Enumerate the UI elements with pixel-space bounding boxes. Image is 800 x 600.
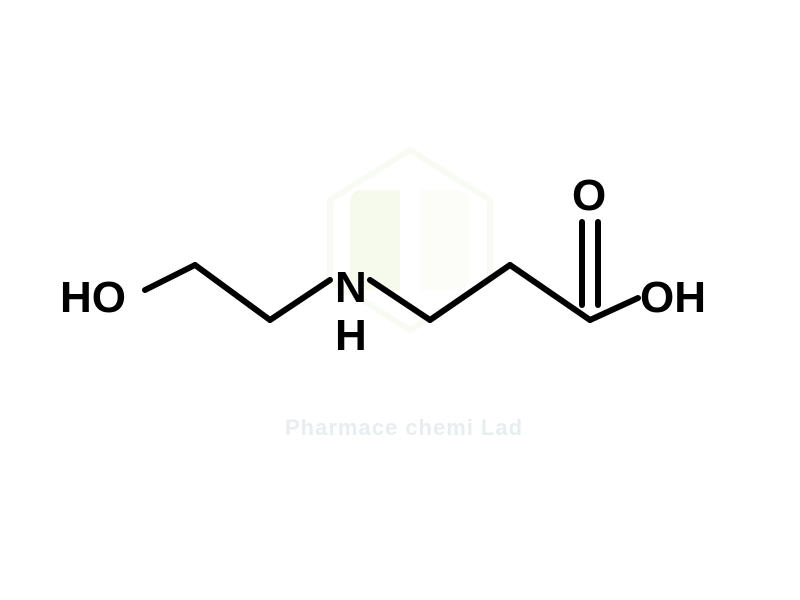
- bond-ho-c1: [145, 265, 195, 290]
- label-o-double: O: [572, 171, 606, 220]
- label-n: N: [335, 263, 367, 312]
- bond-c2-n: [270, 280, 330, 320]
- chemical-structure: HO N H O OH: [0, 0, 800, 600]
- atom-labels: HO N H O OH: [60, 171, 706, 360]
- bonds: [145, 222, 638, 320]
- bond-n-c3: [370, 280, 430, 320]
- label-ho-left: HO: [60, 273, 126, 322]
- bond-c3-c4: [430, 265, 510, 320]
- label-oh-right: OH: [640, 273, 706, 322]
- bond-c4-ccarb: [510, 265, 590, 320]
- bond-c1-c2: [195, 265, 270, 320]
- label-h-under-n: H: [335, 311, 367, 360]
